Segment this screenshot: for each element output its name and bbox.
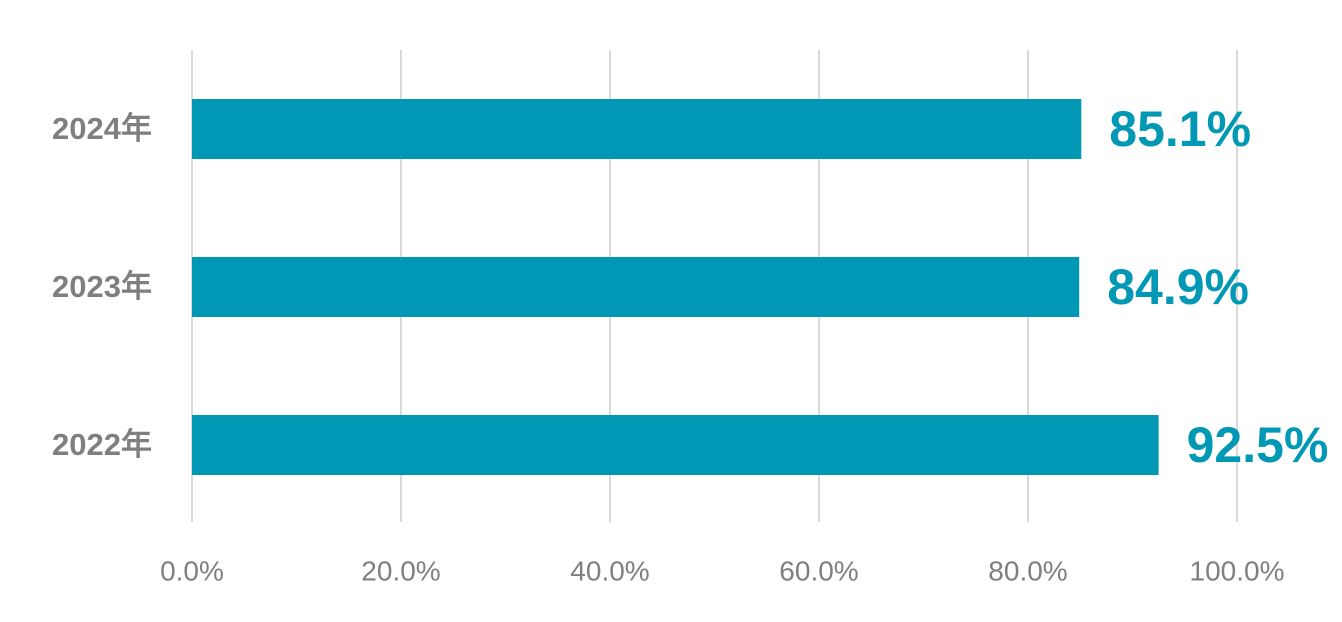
bar [192, 257, 1080, 317]
y-tick-label: 2022年 [52, 427, 152, 462]
data-label: 84.9% [1107, 259, 1249, 315]
y-tick-label: 2023年 [52, 269, 152, 304]
x-tick-label: 80.0% [988, 555, 1067, 586]
y-tick-label: 2024年 [52, 111, 152, 146]
x-tick-label: 100.0% [1190, 555, 1285, 586]
bar [192, 99, 1082, 159]
x-tick-label: 60.0% [779, 555, 858, 586]
data-label: 92.5% [1187, 417, 1329, 473]
x-tick-label: 40.0% [570, 555, 649, 586]
bar [192, 415, 1159, 475]
x-tick-label: 20.0% [361, 555, 440, 586]
data-label: 85.1% [1109, 101, 1251, 157]
x-tick-label: 0.0% [160, 555, 224, 586]
